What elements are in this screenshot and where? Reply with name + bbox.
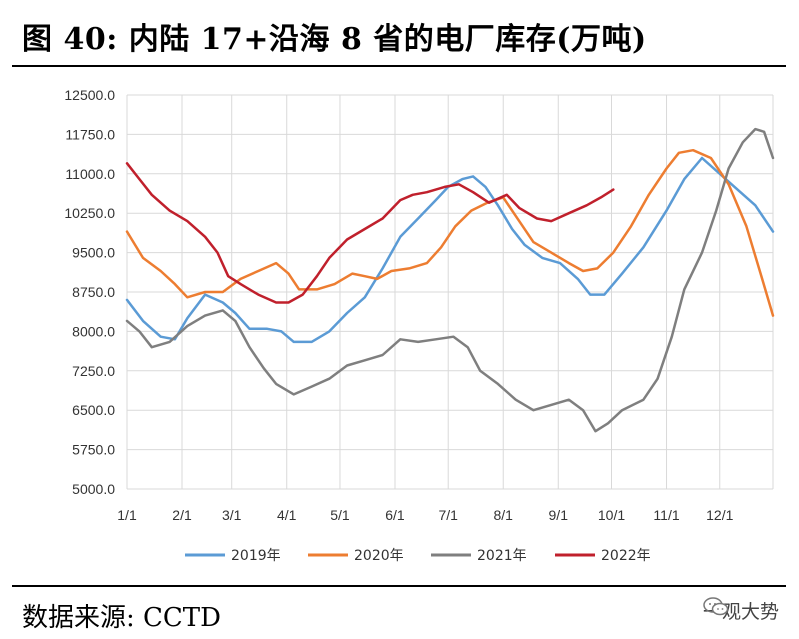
y-tick-label: 8000.0 [72,323,115,339]
top-rule [12,65,786,67]
watermark: 一观大势 [703,597,779,624]
bottom-rule [12,585,786,587]
x-tick-label: 5/1 [330,507,350,523]
legend-label: 2021年 [477,548,527,564]
y-tick-label: 11750.0 [65,126,115,142]
y-tick-label: 12500.0 [64,87,115,103]
series-line [125,162,615,304]
y-tick-label: 5000.0 [72,481,115,497]
y-tick-label: 10250.0 [64,205,115,221]
y-tick-label: 5750.0 [72,442,115,458]
legend-label: 2019年 [231,548,281,564]
series-line [125,127,775,433]
chart-title: 图 40: 内陆 17+沿海 8 省的电厂库存(万吨) [22,22,647,57]
y-tick-label: 9500.0 [72,245,115,261]
x-tick-label: 4/1 [277,507,297,523]
series-line [125,148,775,317]
x-tick-label: 12/1 [706,507,733,523]
y-tick-label: 11000.0 [65,166,115,182]
y-tick-label: 7250.0 [72,363,115,379]
wechat-icon [703,597,729,616]
line-chart: 12500.0 11750.0 11000.0 10250.0 9500.0 8750.0… [64,87,775,564]
x-tick-label: 8/1 [494,507,514,523]
x-tick-label: 11/1 [653,507,679,523]
y-tick-label: 8750.0 [72,284,115,300]
x-tick-label: 6/1 [385,507,405,523]
y-tick-label: 6500.0 [72,402,115,418]
x-tick-label: 7/1 [438,507,458,523]
x-tick-label: 1/1 [117,507,137,523]
source-note: 数据来源: CCTD [22,603,221,633]
x-tick-label: 10/1 [598,507,625,523]
legend-label: 2020年 [354,548,404,564]
legend-label: 2022年 [601,548,651,564]
x-tick-label: 2/1 [172,507,192,523]
x-tick-label: 3/1 [222,507,242,523]
x-tick-label: 9/1 [549,507,569,523]
